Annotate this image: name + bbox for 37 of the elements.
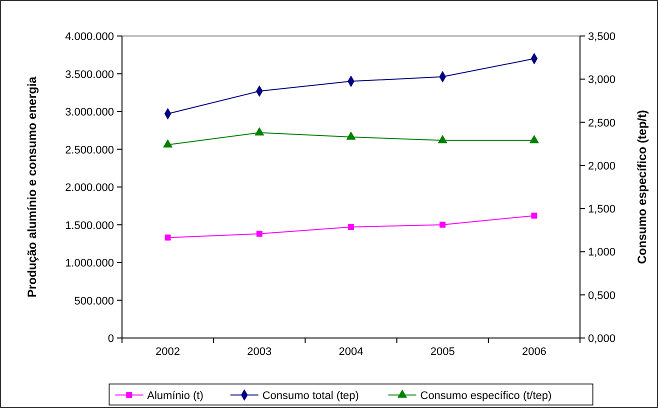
y-tick-label: 2.500.000: [65, 144, 114, 156]
point: [346, 132, 356, 140]
point: [440, 222, 446, 228]
y2-tick-label: 0,500: [588, 290, 616, 302]
y2-tick-label: 3,000: [588, 74, 616, 86]
y-tick-label: 1.000.000: [65, 258, 114, 270]
y-tick-label: 500.000: [74, 295, 114, 308]
legend-label: Consumo específico (t/tep): [420, 390, 552, 402]
point: [438, 135, 448, 144]
y-tick-label: 3.000.000: [65, 106, 114, 118]
y2-tick-label: 2,000: [588, 160, 616, 172]
x-tick-label: 2005: [430, 346, 455, 358]
y2-axis-title: Consumo específico (tep/t): [635, 110, 649, 264]
point: [254, 127, 264, 136]
point: [256, 230, 262, 237]
y-tick-label: 4.000.000: [65, 31, 114, 43]
legend-label: Consumo total (tep): [262, 390, 359, 402]
y-tick-label: 2.000.000: [65, 182, 114, 194]
x-tick-label: 2003: [247, 346, 272, 358]
y-axis-title: Produção alumínio e consumo energia: [25, 76, 39, 298]
point: [163, 139, 172, 148]
point: [531, 212, 538, 219]
y2-tick-label: 0,000: [588, 333, 616, 345]
y-tick-label: 1.500.000: [65, 220, 114, 232]
x-tick-label: 2006: [522, 346, 546, 358]
point: [348, 224, 354, 230]
y-tick-label: 0: [108, 333, 114, 345]
y2-tick-label: 1,000: [588, 246, 616, 259]
y2-tick-label: 1,500: [588, 204, 616, 216]
x-tick-label: 2002: [156, 346, 180, 358]
y2-tick-label: 2,500: [588, 117, 616, 130]
legend-label: Alumínio (t): [147, 390, 204, 402]
x-tick-label: 2004: [338, 346, 364, 358]
point: [530, 135, 539, 144]
point: [164, 234, 171, 241]
y2-tick-label: 3,500: [588, 31, 616, 43]
y-tick-label: 3.500.000: [65, 68, 114, 81]
